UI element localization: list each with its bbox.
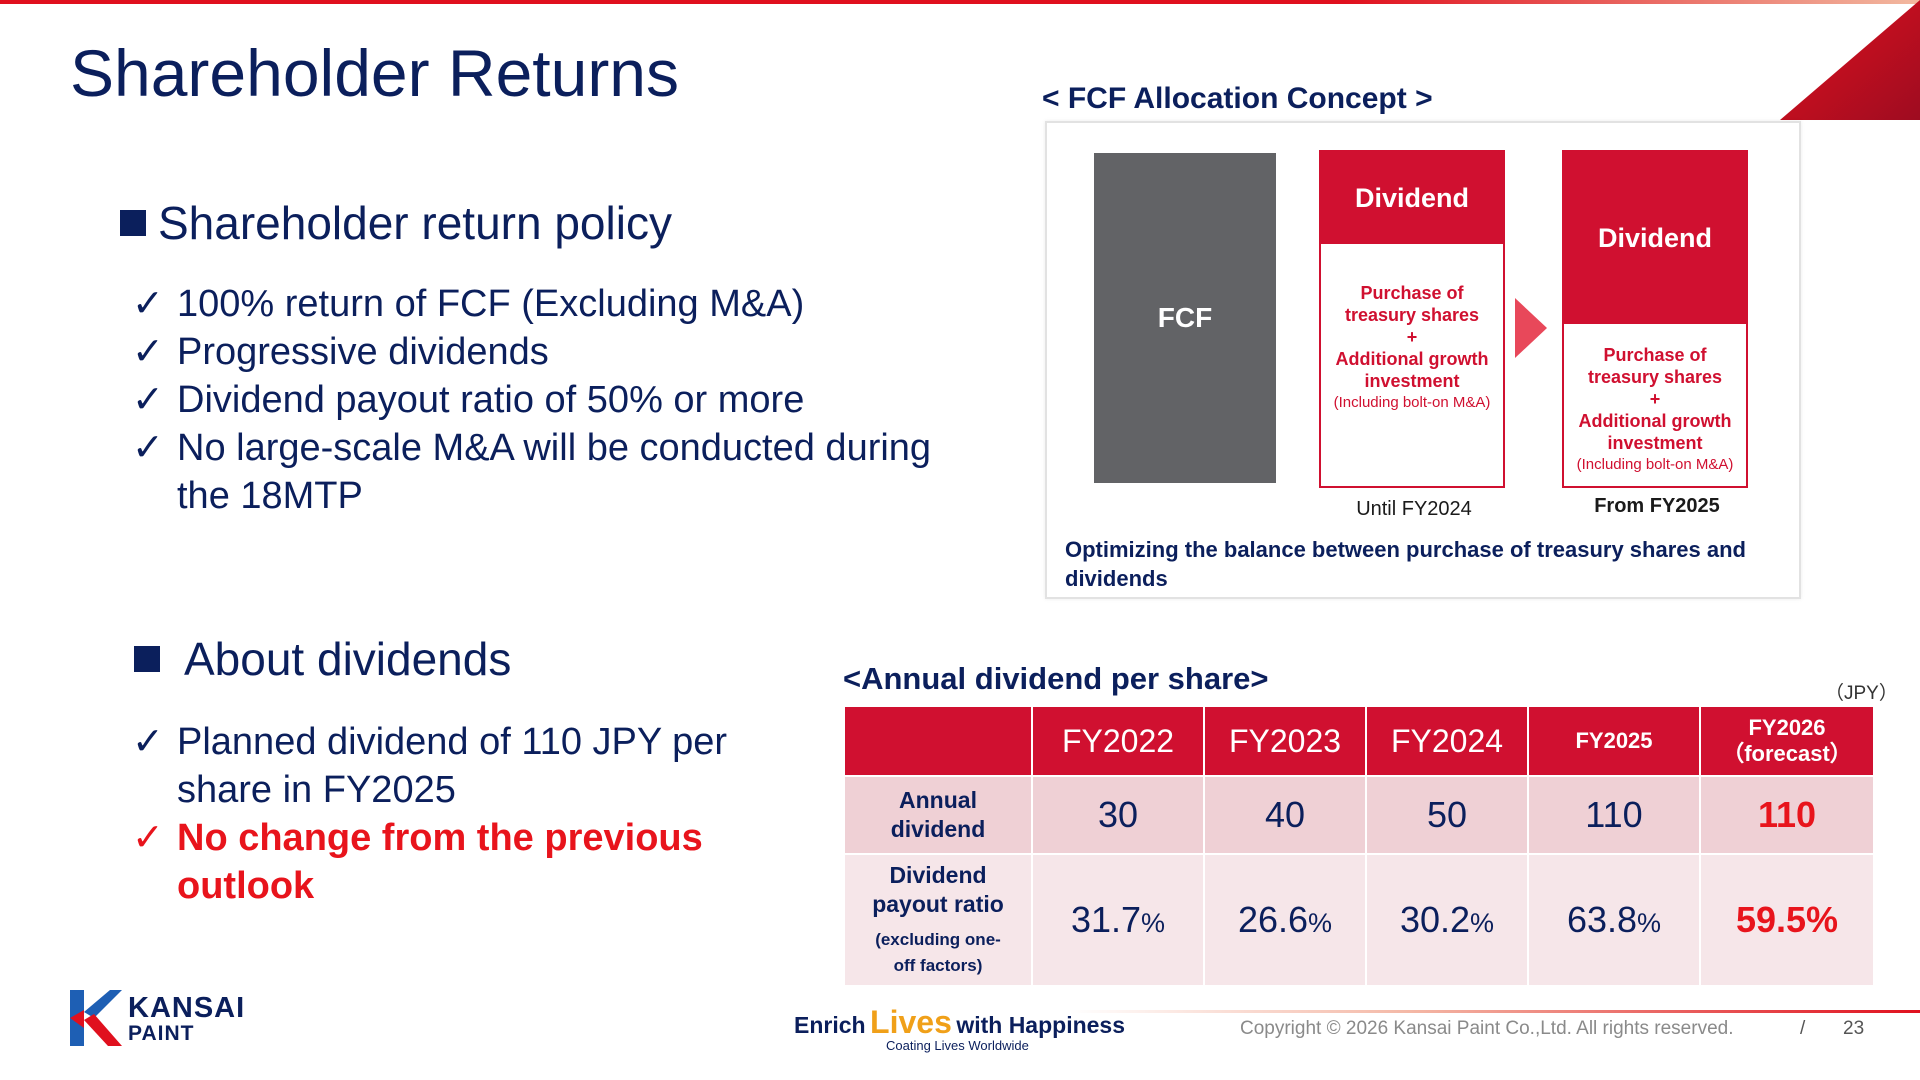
dividends-heading: About dividends bbox=[134, 632, 511, 686]
dividends-item-highlight: ✓ No change from the previous outlook bbox=[132, 814, 772, 910]
policy-item: ✓ Progressive dividends bbox=[132, 328, 992, 376]
footer-separator: / bbox=[1800, 1018, 1806, 1039]
table-cell: 40 bbox=[1203, 775, 1367, 855]
from-fy2025-column: Dividend Purchase of treasury shares + A… bbox=[1562, 150, 1748, 488]
table-corner-cell bbox=[843, 705, 1033, 777]
square-bullet-icon bbox=[134, 646, 160, 672]
logo-text: KANSAI bbox=[128, 992, 246, 1024]
page-number: 23 bbox=[1843, 1018, 1865, 1039]
allocation-text: Purchase of treasury shares + Additional… bbox=[1576, 345, 1734, 473]
square-bullet-icon bbox=[120, 210, 146, 236]
check-icon: ✓ bbox=[132, 817, 164, 859]
footer-accent-line bbox=[1070, 1010, 1920, 1013]
table-cell: 30.2% bbox=[1365, 853, 1529, 987]
arrow-right-icon bbox=[1515, 298, 1547, 358]
table-cell-forecast: 110 bbox=[1699, 775, 1875, 855]
column-header-forecast: FY2026 （forecast） bbox=[1699, 705, 1875, 777]
fcf-note: Optimizing the balance between purchase … bbox=[1065, 537, 1746, 591]
dividend-block: Dividend bbox=[1564, 152, 1746, 324]
table-row: Annual dividend 30 40 50 110 110 bbox=[843, 775, 1875, 855]
policy-heading: Shareholder return policy bbox=[120, 196, 672, 250]
dividends-item: ✓ Planned dividend of 110 JPY per share i… bbox=[132, 718, 772, 814]
corner-accent bbox=[1780, 0, 1920, 120]
unit-label: （JPY） bbox=[1825, 683, 1898, 704]
until-label: Until FY2024 bbox=[1356, 498, 1472, 520]
check-icon: ✓ bbox=[132, 331, 164, 373]
from-label: From FY2025 bbox=[1594, 495, 1720, 517]
table-cell: 110 bbox=[1527, 775, 1701, 855]
policy-item: ✓ Dividend payout ratio of 50% or more bbox=[132, 376, 992, 424]
row-label: Dividend payout ratio (excluding one-off … bbox=[843, 853, 1033, 987]
policy-item: ✓ No large-scale M&A will be conducted du… bbox=[132, 424, 992, 520]
policy-item: ✓ 100% return of FCF (Excluding M&A) bbox=[132, 280, 992, 328]
row-label: Annual dividend bbox=[843, 775, 1033, 855]
tagline: Enrich Lives with Happiness Coating Live… bbox=[794, 1004, 1126, 1053]
policy-list: ✓ 100% return of FCF (Excluding M&A) ✓ Pro… bbox=[132, 280, 992, 520]
table-cell: 63.8% bbox=[1527, 853, 1701, 987]
table-heading: <Annual dividend per share> bbox=[843, 661, 1269, 696]
column-header: FY2025 bbox=[1527, 705, 1701, 777]
tagline-sub: Coating Lives Worldwide bbox=[886, 1038, 1029, 1053]
check-icon: ✓ bbox=[132, 427, 164, 469]
dividends-list: ✓ Planned dividend of 110 JPY per share i… bbox=[132, 718, 772, 910]
column-header: FY2024 bbox=[1365, 705, 1529, 777]
kansai-paint-logo: KANSAI PAINT bbox=[70, 990, 270, 1050]
dividend-table: FY2022 FY2023 FY2024 FY2025 FY2026 （forec… bbox=[843, 705, 1875, 987]
table-cell: 50 bbox=[1365, 775, 1529, 855]
copyright: Copyright © 2026 Kansai Paint Co.,Ltd. A… bbox=[1240, 1018, 1734, 1039]
check-icon: ✓ bbox=[132, 379, 164, 421]
dividends-heading-text: About dividends bbox=[184, 633, 512, 685]
fcf-panel: FCF Dividend Purchase of treasury shares… bbox=[1045, 121, 1801, 599]
table-cell-forecast: 59.5% bbox=[1699, 853, 1875, 987]
fcf-heading: < FCF Allocation Concept > bbox=[1042, 82, 1433, 115]
policy-heading-text: Shareholder return policy bbox=[158, 197, 672, 249]
check-icon: ✓ bbox=[132, 283, 164, 325]
column-header: FY2023 bbox=[1203, 705, 1367, 777]
top-accent-line bbox=[0, 0, 1920, 4]
table-cell: 30 bbox=[1031, 775, 1205, 855]
table-row: Dividend payout ratio (excluding one-off … bbox=[843, 853, 1875, 987]
logo-text: PAINT bbox=[128, 1022, 195, 1045]
check-icon: ✓ bbox=[132, 721, 164, 763]
until-fy2024-column: Dividend Purchase of treasury shares + A… bbox=[1319, 150, 1505, 488]
page-title: Shareholder Returns bbox=[70, 36, 680, 110]
table-header-row: FY2022 FY2023 FY2024 FY2025 FY2026 （forec… bbox=[843, 705, 1875, 777]
allocation-text: Purchase of treasury shares + Additional… bbox=[1333, 283, 1491, 411]
table-cell: 31.7% bbox=[1031, 853, 1205, 987]
fcf-block: FCF bbox=[1094, 153, 1276, 483]
dividend-block: Dividend bbox=[1321, 152, 1503, 244]
column-header: FY2022 bbox=[1031, 705, 1205, 777]
kansai-logo-icon bbox=[70, 990, 122, 1046]
table-cell: 26.6% bbox=[1203, 853, 1367, 987]
